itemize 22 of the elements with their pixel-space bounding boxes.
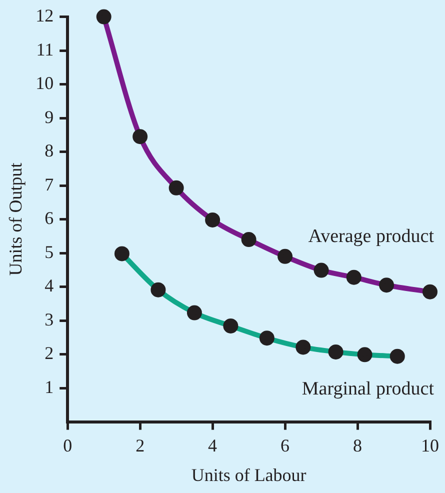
series-label: Marginal product xyxy=(302,378,435,400)
x-tick-label: 6 xyxy=(280,435,290,456)
x-tick-label: 4 xyxy=(208,435,218,456)
x-tick-label: 0 xyxy=(63,435,72,456)
y-tick-label: 1 xyxy=(44,376,54,397)
y-tick-label: 3 xyxy=(44,309,54,330)
y-tick-label: 4 xyxy=(44,276,54,296)
y-tick-label: 2 xyxy=(44,343,54,364)
x-tick-label: 8 xyxy=(353,435,362,456)
y-tick-label: 9 xyxy=(44,106,54,127)
y-axis-title: Units of Output xyxy=(6,162,26,276)
y-tick-label: 12 xyxy=(36,6,54,26)
y-tick-label: 6 xyxy=(44,208,54,228)
y-tick-label: 5 xyxy=(44,242,54,262)
x-axis-title: Units of Labour xyxy=(191,464,306,485)
series-label: Average product xyxy=(308,226,435,247)
y-tick-label: 7 xyxy=(44,174,54,194)
y-tick-label: 11 xyxy=(36,39,54,60)
y-tick-label: 10 xyxy=(36,73,54,94)
x-tick-label: 2 xyxy=(136,435,145,456)
y-tick-label: 8 xyxy=(44,140,54,161)
x-tick-label: 10 xyxy=(421,435,439,456)
